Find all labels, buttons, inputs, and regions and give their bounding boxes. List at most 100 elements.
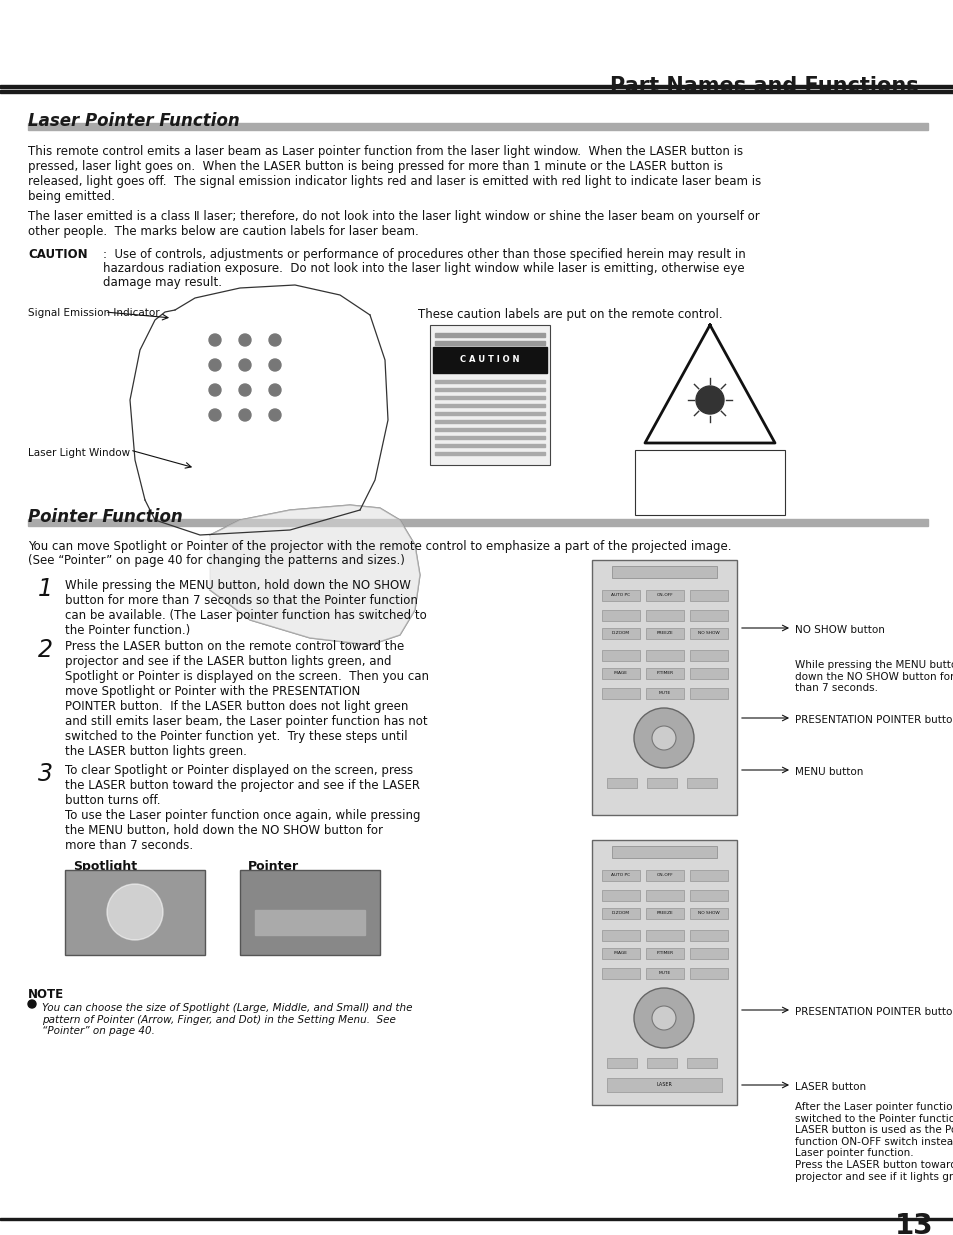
- Text: Pointer Function: Pointer Function: [28, 508, 183, 526]
- Bar: [601, 869, 639, 881]
- Bar: [689, 869, 727, 881]
- Bar: [433, 347, 546, 373]
- Circle shape: [239, 333, 251, 346]
- Text: MUTE: MUTE: [659, 692, 670, 695]
- Text: P-TIMER: P-TIMER: [656, 951, 673, 956]
- Circle shape: [209, 409, 221, 421]
- Text: While pressing the MENU button, hold down the NO SHOW
button for more than 7 sec: While pressing the MENU button, hold dow…: [65, 579, 426, 637]
- Circle shape: [269, 409, 281, 421]
- Polygon shape: [644, 325, 774, 443]
- Bar: [601, 629, 639, 638]
- Text: AUTO PC: AUTO PC: [611, 873, 630, 878]
- Text: Spotlight: Spotlight: [73, 860, 137, 873]
- Bar: [601, 930, 639, 941]
- Text: IMAGE: IMAGE: [614, 672, 627, 676]
- Bar: [689, 629, 727, 638]
- Circle shape: [269, 333, 281, 346]
- Bar: [645, 930, 683, 941]
- Text: AUTO PC: AUTO PC: [611, 594, 630, 598]
- Text: C A U T I O N: C A U T I O N: [459, 356, 519, 364]
- Circle shape: [269, 384, 281, 396]
- Circle shape: [634, 708, 693, 768]
- Bar: [689, 890, 727, 902]
- Text: 1: 1: [38, 577, 53, 601]
- Text: :  Use of controls, adjustments or performance of procedures other than those sp: : Use of controls, adjustments or perfor…: [103, 248, 745, 261]
- Bar: [592, 840, 737, 1105]
- Bar: [435, 388, 544, 391]
- Circle shape: [209, 333, 221, 346]
- Bar: [645, 890, 683, 902]
- Text: damage may result.: damage may result.: [103, 275, 222, 289]
- Text: MENU button: MENU button: [794, 767, 862, 777]
- Text: Laser Pointer Function: Laser Pointer Function: [28, 112, 239, 130]
- Circle shape: [634, 988, 693, 1049]
- Bar: [240, 869, 379, 955]
- Text: NOTE: NOTE: [28, 988, 64, 1002]
- Bar: [645, 968, 683, 979]
- Circle shape: [107, 884, 163, 940]
- Bar: [645, 688, 683, 699]
- Text: Press the LASER button on the remote control toward the
projector and see if the: Press the LASER button on the remote con…: [65, 640, 429, 758]
- Bar: [592, 559, 737, 815]
- Text: MUTE: MUTE: [659, 972, 670, 976]
- Bar: [601, 668, 639, 679]
- Text: Pointer: Pointer: [248, 860, 299, 873]
- Text: ON-OFF: ON-OFF: [656, 873, 673, 878]
- Bar: [645, 590, 683, 601]
- Bar: [601, 650, 639, 661]
- Polygon shape: [210, 505, 419, 645]
- Text: Part Names and Functions: Part Names and Functions: [609, 77, 918, 96]
- Bar: [435, 396, 544, 399]
- Bar: [0, 1218, 953, 1220]
- Bar: [435, 445, 544, 447]
- Bar: [612, 846, 717, 858]
- Text: Signal Emission Indicator: Signal Emission Indicator: [28, 308, 159, 317]
- Text: D.ZOOM: D.ZOOM: [611, 631, 629, 636]
- Bar: [435, 412, 544, 415]
- Text: LASER: LASER: [656, 1083, 671, 1088]
- Text: AVOID EXPOSURE-LASER
RADIATION IS EMITTED
FROM THIS APERTURE
レーザー光の出口
ビームをのぞき込まな: AVOID EXPOSURE-LASER RADIATION IS EMITTE…: [639, 453, 734, 504]
- Bar: [689, 968, 727, 979]
- Bar: [606, 778, 637, 788]
- Bar: [689, 590, 727, 601]
- Bar: [645, 869, 683, 881]
- Bar: [601, 590, 639, 601]
- Bar: [601, 890, 639, 902]
- Bar: [645, 610, 683, 621]
- Bar: [0, 90, 953, 93]
- Bar: [254, 910, 365, 935]
- Bar: [646, 1058, 677, 1068]
- Text: NO SHOW: NO SHOW: [698, 631, 720, 636]
- Text: Laser Light Window: Laser Light Window: [28, 448, 130, 458]
- Bar: [601, 908, 639, 919]
- Bar: [689, 688, 727, 699]
- Bar: [601, 948, 639, 960]
- Circle shape: [651, 1007, 676, 1030]
- Bar: [435, 380, 544, 383]
- Bar: [601, 610, 639, 621]
- Text: D.ZOOM: D.ZOOM: [611, 911, 629, 915]
- Bar: [646, 778, 677, 788]
- Circle shape: [269, 359, 281, 370]
- Text: 2: 2: [38, 638, 53, 662]
- Bar: [689, 948, 727, 960]
- Text: ON-OFF: ON-OFF: [656, 594, 673, 598]
- Bar: [645, 668, 683, 679]
- Bar: [435, 341, 544, 345]
- Bar: [435, 333, 544, 337]
- Text: FREEZE: FREEZE: [656, 631, 673, 636]
- Circle shape: [28, 1000, 36, 1008]
- Text: While pressing the MENU button, hold
down the NO SHOW button for more
than 7 sec: While pressing the MENU button, hold dow…: [794, 659, 953, 693]
- Text: After the Laser pointer function  has
switched to the Pointer function, the
LASE: After the Laser pointer function has swi…: [794, 1102, 953, 1182]
- Text: IMAGE: IMAGE: [614, 951, 627, 956]
- Circle shape: [209, 384, 221, 396]
- Bar: [612, 566, 717, 578]
- Bar: [635, 450, 784, 515]
- Bar: [430, 325, 550, 466]
- Circle shape: [209, 359, 221, 370]
- Bar: [689, 610, 727, 621]
- Bar: [645, 948, 683, 960]
- Bar: [435, 350, 544, 353]
- Text: NO SHOW: NO SHOW: [698, 911, 720, 915]
- Text: PRESENTATION POINTER button: PRESENTATION POINTER button: [794, 1007, 953, 1016]
